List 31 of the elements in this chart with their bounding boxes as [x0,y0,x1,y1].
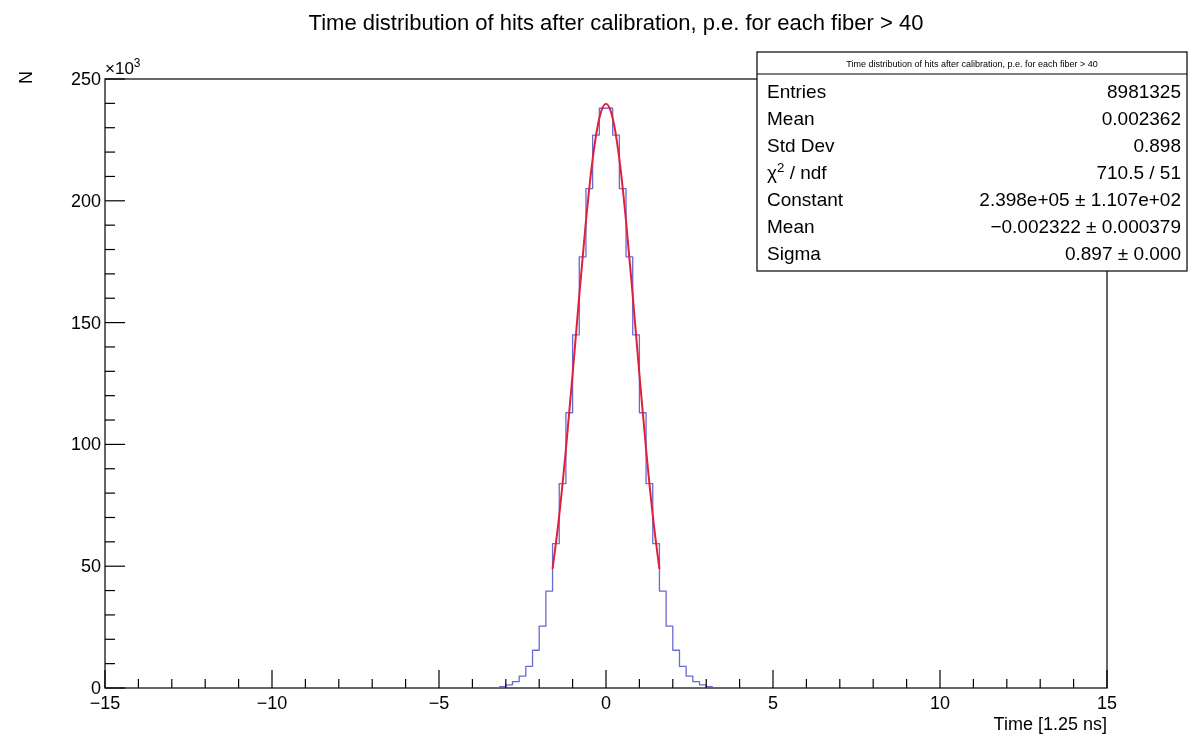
annotation: Constant [767,189,844,210]
line-series [551,102,661,570]
annotation: Mean [767,216,815,237]
x-axis-title: Time [1.25 ns] [993,714,1107,734]
annotation: 0.897 ± 0.000 [1064,243,1181,264]
annotation: χ$^{2}$ / ndf [767,159,828,183]
annotation: Mean [767,108,815,129]
x-tick-label: −10 [256,693,288,713]
annotation: 2.398e+05 ± 1.107e+02 [979,189,1181,210]
annotation: Sigma [767,243,822,264]
text: 8981325 [1107,81,1181,102]
annotation: Entries [767,81,827,102]
chart-title: Time distribution of hits after calibration, p.e. for each fiber > 40 [308,10,924,35]
x-tick-label: 10 [929,693,951,713]
y-tick-label: 250 [70,69,101,89]
x-tick-label: 0 [600,693,612,713]
x-tick-label: −5 [428,693,450,713]
x-tick-label: 5 [767,693,779,713]
x-tick-label: 15 [1096,693,1118,713]
y-tick-label: 50 [80,556,101,577]
annotation: 710.5 / 51 [1096,162,1181,183]
annotation: 0.002362 [1101,108,1181,129]
annotation: −0.002322 ± 0.000379 [990,216,1181,237]
y-tick-label: 100 [70,434,101,455]
text: Time distribution of hits after calibration, p.e. for each fiber > 40 [846,59,1098,69]
y-axis-title: N [16,71,36,84]
annotation: Std Dev [767,135,836,156]
text: ×10$^{3}$ [105,56,141,78]
text: 0.898 [1133,135,1181,156]
y-tick-label: 200 [70,190,101,211]
y-tick-label: 150 [70,312,101,333]
